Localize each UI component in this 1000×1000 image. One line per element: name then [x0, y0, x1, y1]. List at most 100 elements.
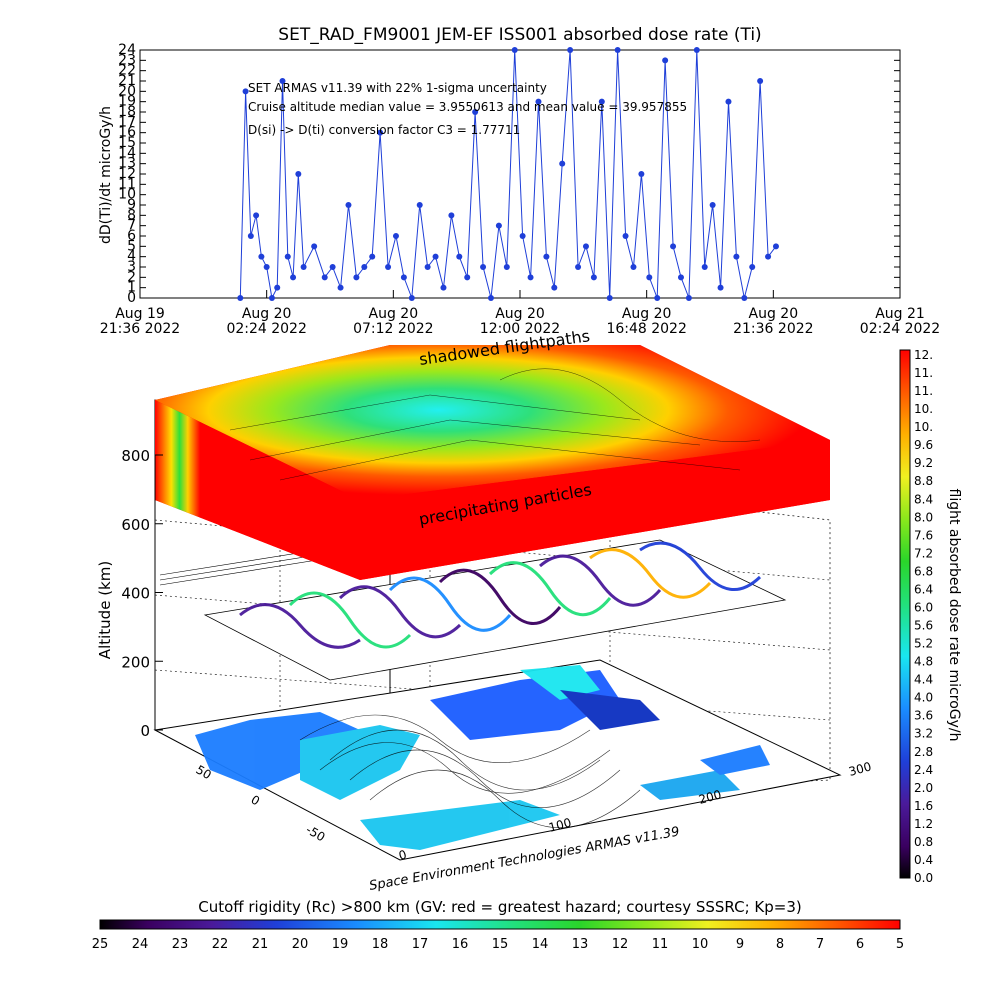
y-tick-label: 11: [118, 176, 136, 192]
data-point: [295, 171, 302, 177]
y-tick-label: 14: [118, 145, 136, 161]
data-point: [464, 274, 471, 281]
dose-rate-colorbar: 12. 11. 11. 10. 10. 9.6 9.2 8.8 8.4 8.0 7.6 7.2 6.8 6…: [899, 348, 962, 885]
data-point: [733, 253, 740, 260]
y-tick-label: 6: [127, 228, 136, 244]
dose-rate-colorbar-tick: 4.0: [914, 691, 933, 705]
data-point: [311, 243, 318, 250]
y-tick-label: 2: [127, 269, 136, 285]
data-point: [279, 78, 286, 84]
top-plot-area: 0123456789101112131415161718192021222324…: [98, 42, 940, 337]
y-tick-label: 0: [127, 290, 136, 306]
longitude-tick-label: 200: [697, 787, 723, 806]
x-tick-label-date: Aug 19: [115, 306, 165, 322]
data-point: [263, 264, 270, 270]
data-point: [630, 264, 637, 270]
dose-rate-colorbar-label: flight absorbed dose rate microGy/h: [946, 489, 962, 742]
cutoff-rigidity-colorbar-tick: 13: [572, 937, 589, 952]
y-tick-label: 13: [118, 156, 136, 172]
longitude-tick-label: 100: [547, 815, 573, 834]
x-tick-label-date: Aug 20: [495, 306, 545, 322]
y-tick-label: 19: [118, 94, 136, 110]
data-point: [519, 233, 526, 239]
y-tick-label: 22: [118, 63, 136, 79]
data-point: [646, 274, 653, 281]
dose-rate-colorbar-tick: 9.6: [914, 438, 933, 452]
cutoff-rigidity-colorbar: Cutoff rigidity (Rc) >800 km (GV: red = …: [92, 898, 904, 952]
x-tick-label-time: 21:36 2022: [100, 321, 180, 337]
latitude-tick-label: -50: [304, 822, 328, 844]
x-tick-label-date: Aug 21: [875, 306, 925, 322]
cutoff-rigidity-colorbar-tick: 24: [132, 937, 149, 952]
data-point: [495, 222, 502, 229]
data-point: [300, 264, 307, 270]
data-point: [480, 264, 487, 270]
dose-rate-colorbar-tick: 0.0: [914, 871, 933, 885]
dose-rate-colorbar-ticks: 12. 11. 11. 10. 10. 9.6 9.2 8.8 8.4 8.0 7.6 7.2 6.8 6…: [914, 348, 933, 885]
dose-rate-colorbar-tick: 3.2: [914, 727, 933, 741]
data-point: [416, 202, 423, 208]
dose-rate-colorbar-tick: 11.: [914, 366, 933, 380]
data-point: [575, 264, 582, 270]
data-point: [622, 233, 629, 239]
dose-rate-colorbar-tick: 4.4: [914, 673, 933, 687]
data-point: [614, 47, 621, 53]
data-point: [717, 284, 724, 291]
top-chart-title: SET_RAD_FM9001 JEM-EF ISS001 absorbed do…: [278, 25, 761, 45]
cutoff-rigidity-colorbar-tick: 14: [532, 937, 549, 952]
data-point: [527, 274, 534, 281]
data-point: [247, 233, 254, 239]
data-point: [503, 264, 510, 270]
dose-rate-colorbar-tick: 8.0: [914, 510, 933, 524]
data-point: [274, 284, 281, 291]
longitude-tick-label: 300: [847, 759, 873, 778]
data-point: [559, 160, 566, 167]
altitude-tick-label: 200: [121, 653, 150, 671]
data-point: [290, 274, 297, 281]
data-point: [670, 243, 677, 250]
dose-rate-colorbar-tick: 7.6: [914, 528, 933, 542]
y-tick-label: 15: [118, 135, 136, 151]
data-point: [677, 274, 684, 281]
data-point: [448, 212, 455, 219]
altitude-axis-label: Altitude (km): [96, 561, 114, 659]
dose-rate-colorbar-tick: 5.6: [914, 619, 933, 633]
data-point: [361, 264, 368, 270]
dose-rate-colorbar-tick: 12.: [914, 348, 933, 362]
cutoff-rigidity-colorbar-ticks: 25 24 23 22 21 20 19 18 17 16 15 14 13 12 11 10 9 8 7 6 5: [92, 937, 904, 952]
y-tick-label: 12: [118, 166, 136, 182]
cutoff-rigidity-colorbar-tick: 8: [776, 937, 784, 952]
dose-rate-colorbar-tick: 10.: [914, 402, 933, 416]
y-tick-label: 16: [118, 125, 136, 141]
altitude-tick-label: 800: [121, 447, 150, 465]
x-tick-label-time: 07:12 2022: [353, 321, 433, 337]
altitude-tick-label: 0: [140, 722, 150, 740]
data-point: [725, 98, 732, 105]
data-point: [709, 202, 716, 208]
cutoff-rigidity-colorbar-label: Cutoff rigidity (Rc) >800 km (GV: red = …: [198, 898, 801, 916]
cutoff-rigidity-colorbar-tick: 20: [292, 937, 309, 952]
data-point: [590, 274, 597, 281]
data-point: [662, 57, 669, 64]
data-point: [685, 295, 692, 301]
x-tick-label-time: 21:36 2022: [733, 321, 813, 337]
x-tick-label-date: Aug 20: [749, 306, 799, 322]
data-point: [424, 264, 431, 270]
data-point: [582, 243, 589, 250]
data-point: [543, 253, 550, 260]
cutoff-rigidity-colorbar-tick: 22: [212, 937, 229, 952]
altitude-axis-ticks: 0 200 400 600 800: [121, 447, 163, 740]
data-point: [772, 243, 779, 250]
data-point: [606, 295, 613, 301]
data-point: [638, 171, 645, 177]
annotation-armas-version: SET ARMAS v11.39 with 22% 1-sigma uncert…: [248, 81, 547, 95]
data-point: [598, 98, 605, 105]
altitude-tick-label: 600: [121, 516, 150, 534]
y-tick-label: 10: [118, 187, 136, 203]
floor-axis-ticks: 0 100 200 300 -50 0 50: [194, 759, 873, 862]
cutoff-rigidity-colorbar-tick: 25: [92, 937, 109, 952]
data-point: [440, 284, 447, 291]
y-axis-label: dD(Ti)/dt microGy/h: [98, 106, 114, 244]
